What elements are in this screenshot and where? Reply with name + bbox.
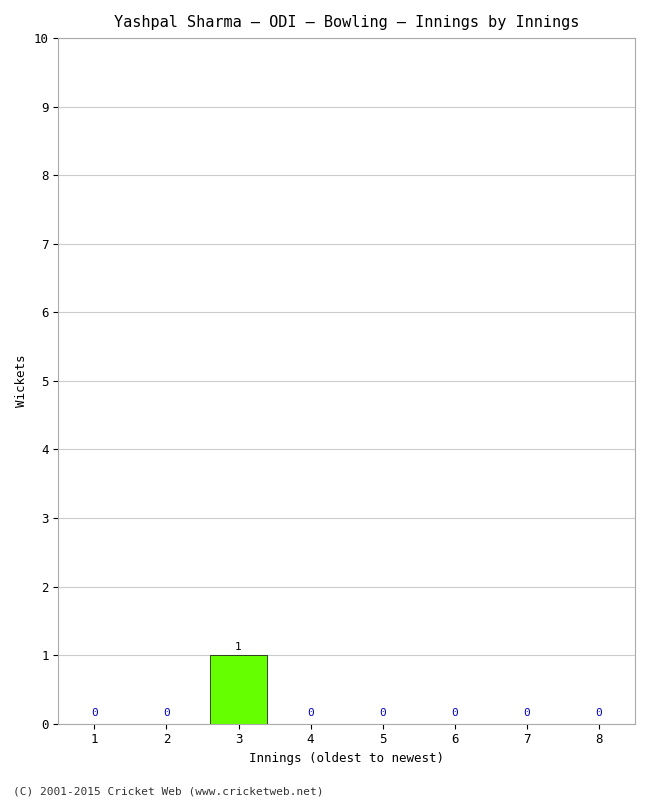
Text: 0: 0 xyxy=(307,708,314,718)
Text: 0: 0 xyxy=(380,708,386,718)
Title: Yashpal Sharma – ODI – Bowling – Innings by Innings: Yashpal Sharma – ODI – Bowling – Innings… xyxy=(114,15,579,30)
Bar xyxy=(210,655,267,724)
Text: 0: 0 xyxy=(523,708,530,718)
Y-axis label: Wickets: Wickets xyxy=(15,354,28,407)
Text: 0: 0 xyxy=(91,708,98,718)
Text: 0: 0 xyxy=(163,708,170,718)
Text: 0: 0 xyxy=(595,708,603,718)
Text: 0: 0 xyxy=(451,708,458,718)
Text: (C) 2001-2015 Cricket Web (www.cricketweb.net): (C) 2001-2015 Cricket Web (www.cricketwe… xyxy=(13,786,324,796)
X-axis label: Innings (oldest to newest): Innings (oldest to newest) xyxy=(249,752,444,765)
Text: 1: 1 xyxy=(235,642,242,652)
